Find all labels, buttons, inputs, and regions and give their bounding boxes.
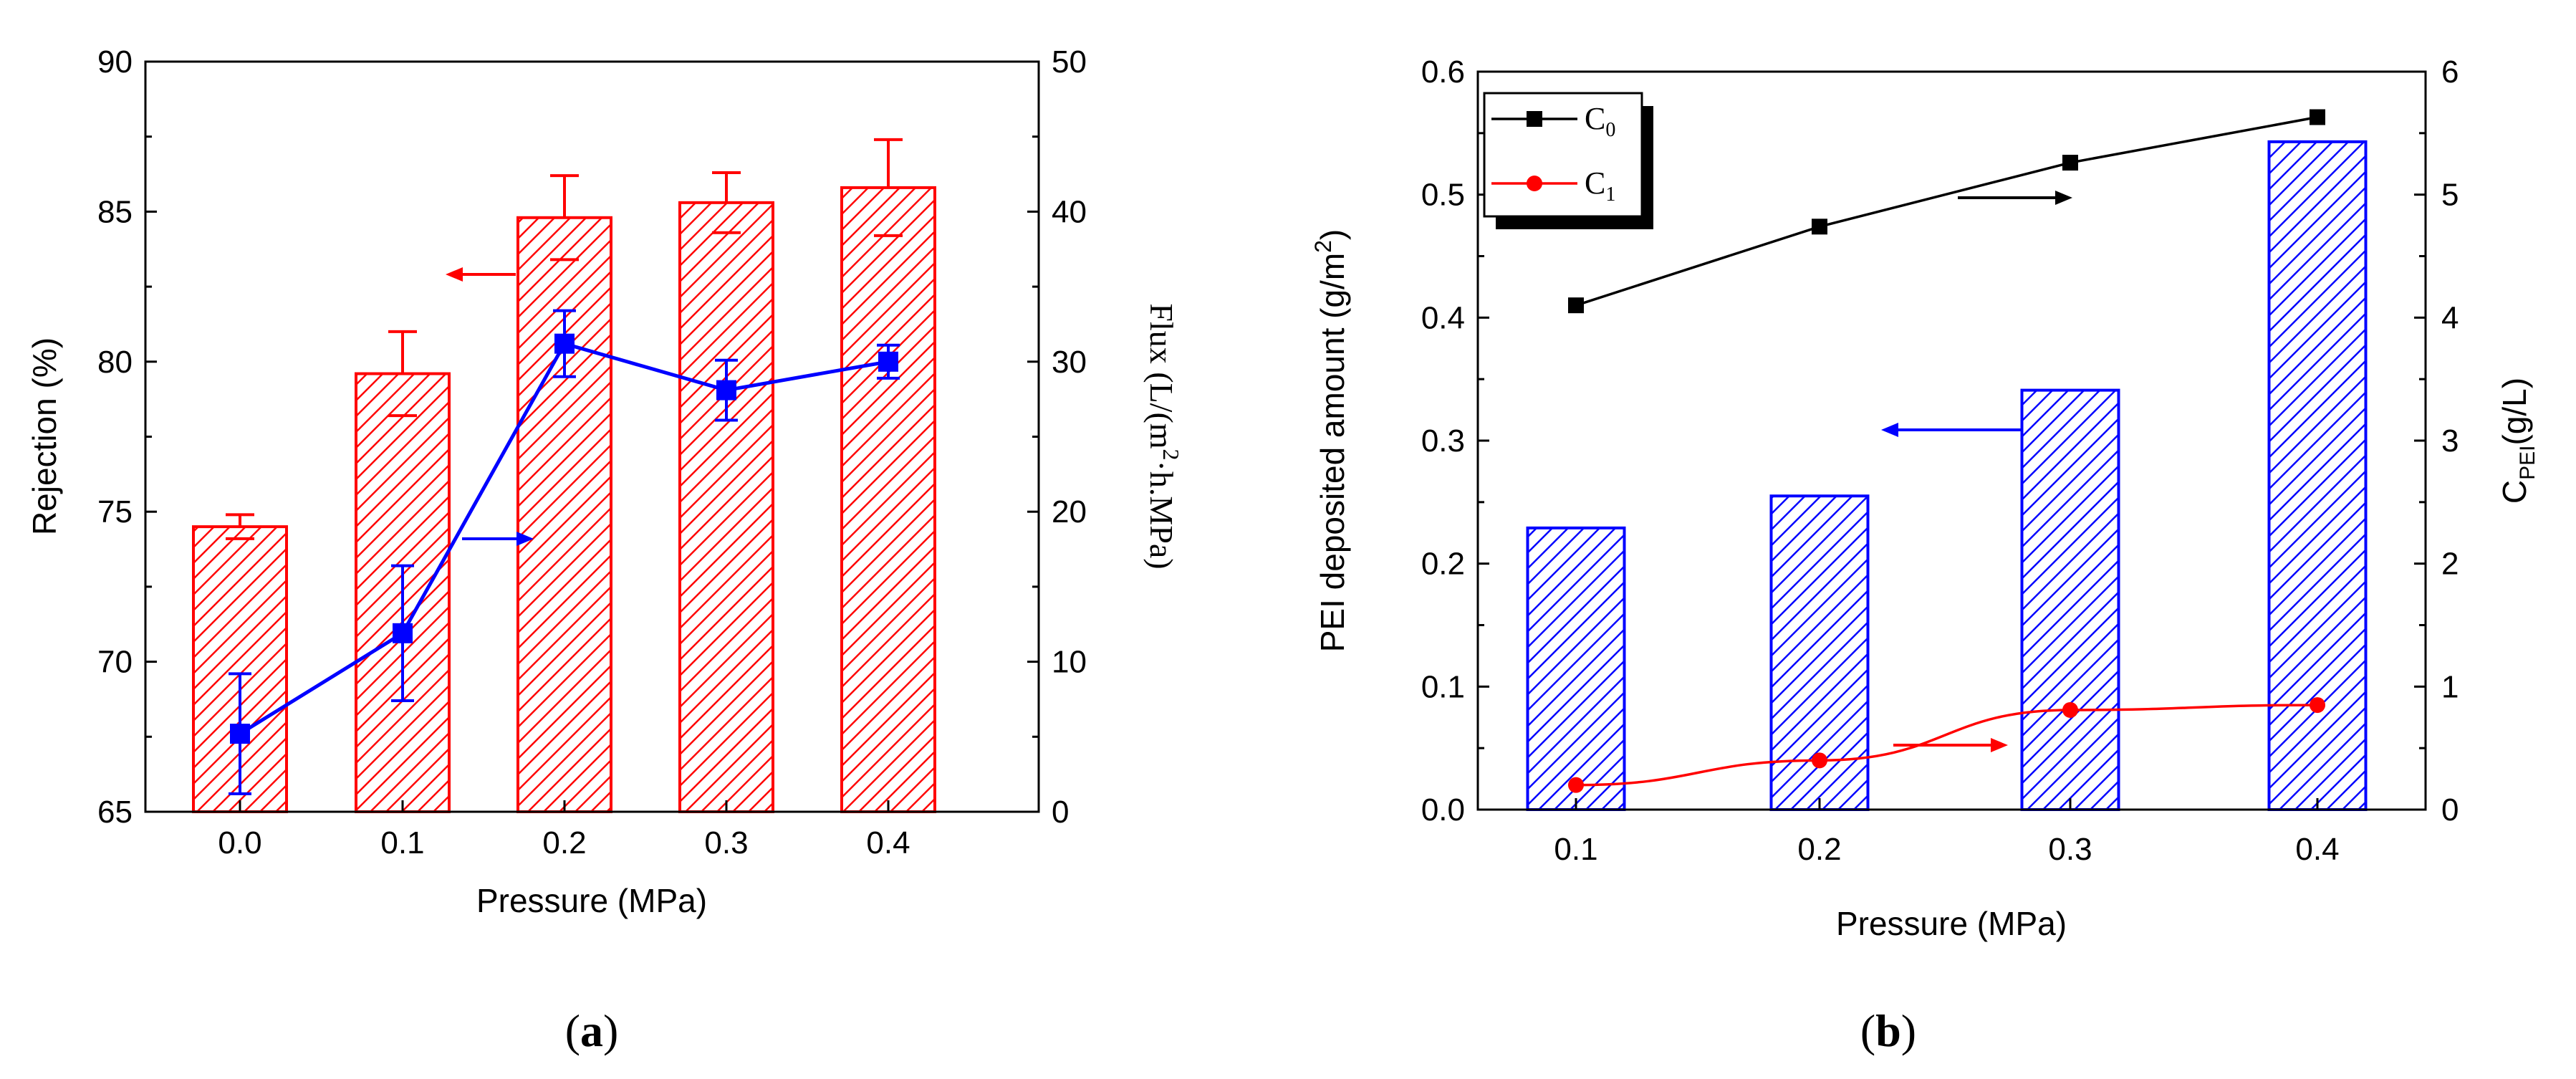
panel-a-x-ticks: 0.0 0.1 0.2 0.3 0.4 [218,800,910,860]
c1-point-2 [2062,701,2078,718]
panel-a-rejection-arrow [446,267,516,282]
panel-b-x-label: Pressure (MPa) [1836,905,2067,942]
c1-point-3 [2310,697,2325,714]
panel-b-c1-line [1575,704,2318,787]
left-tick-label-1: 0.1 [1421,669,1465,704]
x-tick-label-1: 0.1 [380,825,424,860]
rejection-errorbar-3 [712,171,741,234]
panel-b-right-ticks: 0 1 2 3 4 5 6 [2414,54,2459,828]
left-tick-label-0: 65 [97,795,133,830]
panel-b-bars-arrow [1881,423,2022,437]
c0-point-2 [2062,155,2078,171]
panel-a: 0.0 0.1 0.2 0.3 0.4 65 70 75 80 85 90 0 10 20 30 40 50… [26,44,1184,1056]
panel-b-legend: C0 C1 [1483,92,1653,229]
c0-point-1 [1812,219,1827,235]
right-tick-label-4: 40 [1052,194,1087,229]
right-tick-label-2: 20 [1052,494,1087,529]
left-tick-label-3: 0.3 [1421,423,1465,459]
c1-point-1 [1812,752,1827,769]
panel-a-caption: (a) [565,1005,619,1056]
flux-point-4 [878,351,898,372]
left-tick-label-5: 0.5 [1421,178,1465,213]
panel-a-bars [192,186,936,813]
rejection-bar-4 [840,186,936,813]
right-tick-label-4: 4 [2441,300,2459,335]
x-tick-label-0: 0.0 [218,825,261,860]
panel-a-right-y-label: Flux (L/(m2·h.MPa) [1143,303,1184,569]
x-tick-label-3: 0.4 [2295,832,2339,867]
panel-b-right-y-label: CPEI(g/L) [2496,378,2539,504]
x-tick-label-0: 0.1 [1554,832,1597,867]
svg-text:C0: C0 [1585,101,1615,141]
panel-b-c0-markers [1568,109,2325,314]
right-tick-label-1: 1 [2441,669,2459,704]
panel-a-right-ticks: 0 10 20 30 40 50 [1027,44,1087,830]
pei-bar-0 [1526,526,1626,812]
right-tick-label-6: 6 [2441,54,2459,90]
panel-b-c1-markers [1568,697,2325,793]
flux-point-1 [393,623,413,643]
x-tick-label-2: 0.3 [2048,832,2092,867]
x-tick-label-1: 0.2 [1797,832,1841,867]
right-tick-label-0: 0 [1052,795,1069,830]
c0-point-3 [2310,109,2325,125]
left-tick-label-5: 90 [97,44,133,80]
panel-a-flux-markers [230,333,898,744]
left-tick-label-3: 80 [97,345,133,380]
panel-b-bars [1526,140,2368,812]
panel-b: 0.1 0.2 0.3 0.4 0.0 0.1 0.2 0.3 0.4 0.5 0.6 0 1 2 3 4… [1310,54,2539,1056]
c1-point-0 [1568,777,1584,793]
rejection-bar-2 [516,216,612,813]
left-tick-label-2: 0.2 [1421,547,1465,582]
rejection-errorbar-1 [388,330,417,418]
left-tick-label-0: 0.0 [1421,792,1465,828]
rejection-errorbar-0 [226,513,254,540]
panel-a-bar-errorbars [226,138,903,540]
right-tick-label-2: 2 [2441,547,2459,582]
right-tick-label-0: 0 [2441,792,2459,828]
panel-b-left-y-label: PEI deposited amount (g/m2) [1310,229,1351,653]
svg-text:C1: C1 [1585,166,1615,206]
left-tick-label-6: 0.6 [1421,54,1465,90]
right-tick-label-3: 30 [1052,345,1087,380]
right-tick-label-3: 3 [2441,423,2459,459]
panel-a-left-ticks: 65 70 75 80 85 90 [97,44,157,830]
flux-point-2 [554,333,575,354]
x-tick-label-3: 0.3 [704,825,748,860]
panel-b-left-ticks: 0.0 0.1 0.2 0.3 0.4 0.5 0.6 [1421,54,1489,828]
left-tick-label-1: 70 [97,645,133,680]
left-tick-label-4: 0.4 [1421,300,1465,335]
right-tick-label-1: 10 [1052,645,1087,680]
x-tick-label-4: 0.4 [866,825,910,860]
rejection-errorbar-2 [550,174,579,262]
flux-point-3 [716,380,736,401]
panel-a-flux-arrow [462,532,534,546]
c0-point-0 [1568,297,1584,314]
left-tick-label-2: 75 [97,494,133,529]
panel-a-left-y-label: Rejection (%) [26,337,63,535]
right-tick-label-5: 5 [2441,178,2459,213]
x-tick-label-2: 0.2 [542,825,586,860]
panel-b-x-ticks: 0.1 0.2 0.3 0.4 [1554,798,2340,867]
legend-item-c1: C1 [1491,166,1615,206]
panel-b-caption: (b) [1860,1005,1916,1056]
left-tick-label-4: 85 [97,194,133,229]
panel-a-x-label: Pressure (MPa) [476,882,707,919]
flux-point-0 [230,724,250,744]
right-tick-label-5: 50 [1052,44,1087,80]
panel-b-c1-arrow [1893,738,2008,752]
panel-b-c0-line [1575,115,2318,307]
panel-b-c0-arrow [1958,191,2072,205]
rejection-bar-3 [678,201,774,813]
rejection-errorbar-4 [874,138,903,237]
legend-item-c0: C0 [1491,101,1615,141]
pei-bar-2 [2020,388,2120,811]
